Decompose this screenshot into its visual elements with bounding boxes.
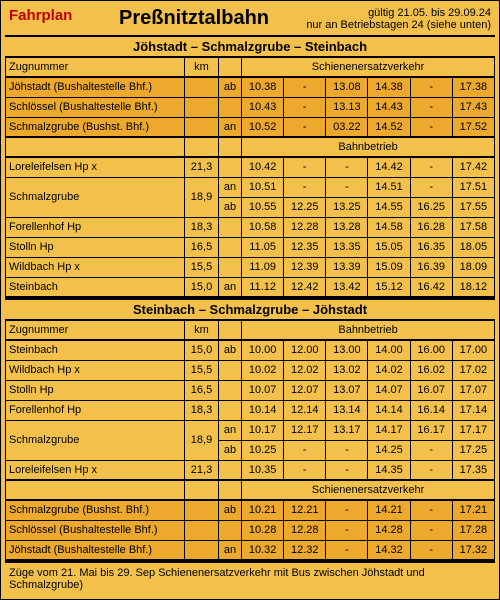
validity-line2: nur an Betriebstagen 24 (siehe unten): [306, 19, 491, 31]
col-km: km: [185, 320, 219, 340]
header-validity: gültig 21.05. bis 29.09.24 nur an Betrie…: [306, 7, 491, 31]
station: Schmalzgrube: [6, 177, 185, 217]
station: Jöhstadt (Bushaltestelle Bhf.): [6, 540, 185, 560]
station: Wildbach Hp x: [6, 360, 185, 380]
bahnbetrieb-header: Bahnbetrieb: [242, 320, 495, 340]
header: Fahrplan Preßnitztalbahn gültig 21.05. b…: [5, 5, 495, 35]
bahnbetrieb-header: Bahnbetrieb: [242, 137, 495, 157]
station: Schmalzgrube (Bushst. Bhf.): [6, 117, 185, 137]
station: Loreleifelsen Hp x: [6, 460, 185, 480]
station: Steinbach: [6, 340, 185, 360]
col-km: km: [185, 57, 219, 77]
col-zugnummer: Zugnummer: [6, 320, 185, 340]
station: Schlössel (Bushaltestelle Bhf.): [6, 97, 185, 117]
header-title: Preßnitztalbahn: [99, 7, 306, 30]
direction-1: Jöhstadt – Schmalzgrube – Steinbach: [5, 35, 495, 56]
timetable-container: Fahrplan Preßnitztalbahn gültig 21.05. b…: [0, 0, 500, 600]
validity-line1: gültig 21.05. bis 29.09.24: [306, 7, 491, 19]
station: Forellenhof Hp: [6, 400, 185, 420]
station: Loreleifelsen Hp x: [6, 157, 185, 177]
station: Schmalzgrube (Bushst. Bhf.): [6, 500, 185, 520]
timetable-down: Zugnummer km Schienenersatzverkehr Jöhst…: [5, 56, 495, 298]
station: Steinbach: [6, 277, 185, 297]
station: Stolln Hp: [6, 380, 185, 400]
ersatz-header: Schienenersatzverkehr: [242, 57, 495, 77]
station: Schlössel (Bushaltestelle Bhf.): [6, 520, 185, 540]
station: Wildbach Hp x: [6, 257, 185, 277]
footnote: Züge vom 21. Mai bis 29. Sep Schieneners…: [5, 561, 495, 595]
station: Forellenhof Hp: [6, 217, 185, 237]
col-zugnummer: Zugnummer: [6, 57, 185, 77]
station: Jöhstadt (Bushaltestelle Bhf.): [6, 77, 185, 97]
timetable-up: Zugnummer km Bahnbetrieb Steinbach 15,0 …: [5, 319, 495, 561]
header-left: Fahrplan: [9, 7, 99, 24]
direction-2: Steinbach – Schmalzgrube – Jöhstadt: [5, 298, 495, 319]
ersatz-header: Schienenersatzverkehr: [242, 480, 495, 500]
station: Schmalzgrube: [6, 420, 185, 460]
station: Stolln Hp: [6, 237, 185, 257]
